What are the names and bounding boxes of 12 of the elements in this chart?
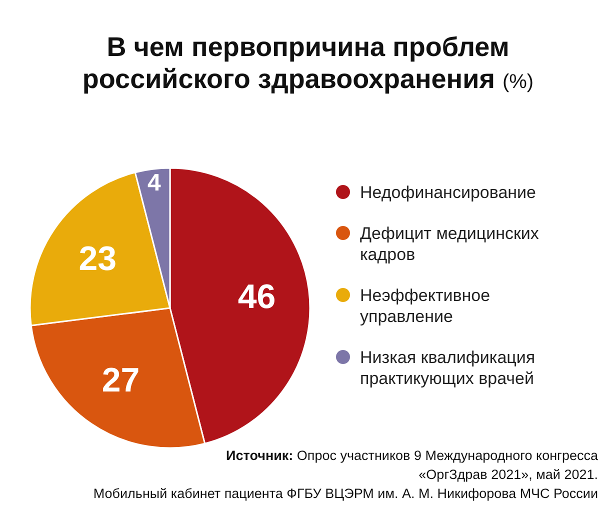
- chart-title: В чем первопричина проблем российского здравоохранения (%): [82, 32, 534, 94]
- data-label: 4: [148, 169, 162, 196]
- legend-label: Дефицит медицинских кадров: [360, 224, 540, 264]
- data-label: 46: [238, 278, 276, 316]
- legend-label: Неэффективное управление: [360, 286, 490, 326]
- legend-label: Низкая квалификация практикующих врачей: [360, 348, 536, 388]
- data-label: 23: [78, 240, 117, 278]
- text: Мобильный кабинет пациента ФГБУ ВЦЭРМ им. А. М. Никифорова МЧС России: [93, 486, 598, 501]
- legend-label: Недофинансирование: [360, 183, 536, 202]
- text: «ОргЗдрав 2021», май 2021.: [418, 467, 598, 482]
- text: Источник: Опрос участников 9 Международного конгресса: [226, 448, 598, 463]
- data-label: 27: [102, 361, 140, 400]
